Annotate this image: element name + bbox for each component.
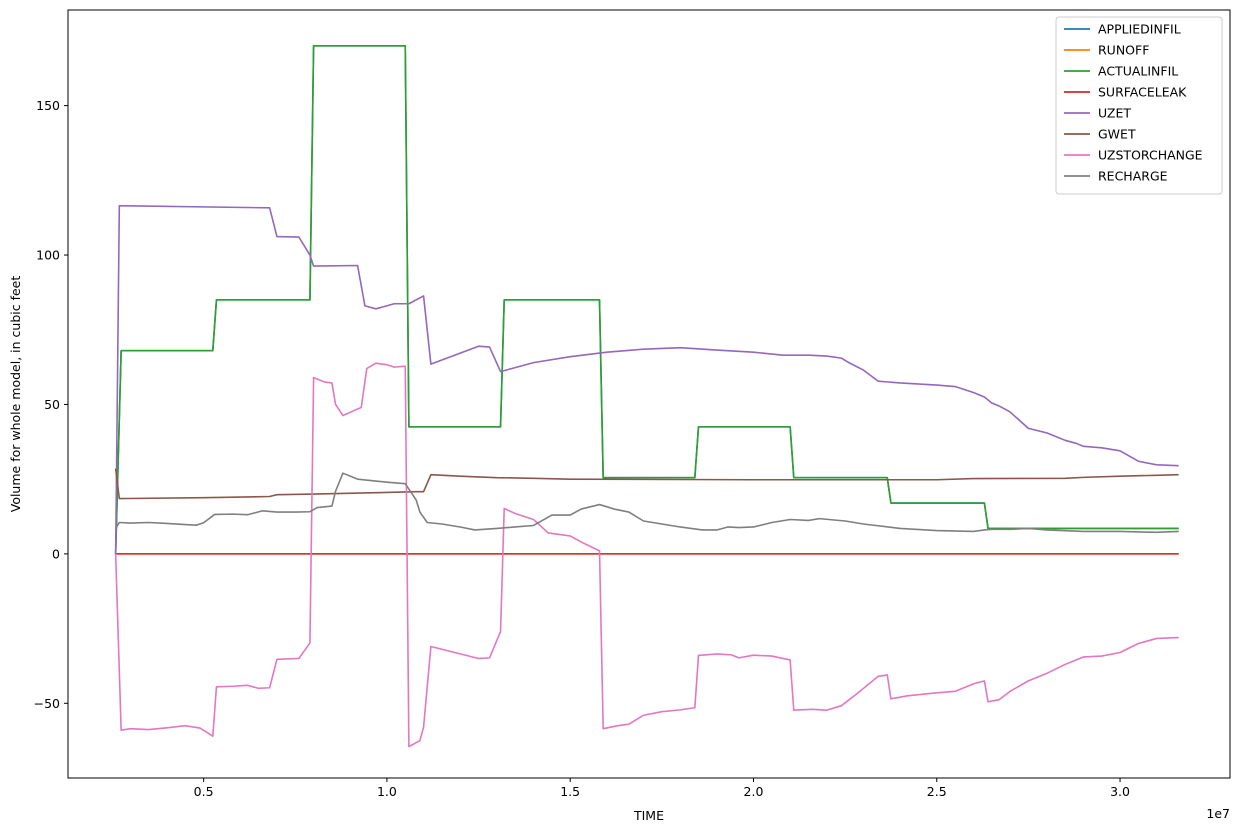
legend-label-recharge: RECHARGE	[1098, 169, 1168, 184]
series-line-actualinfil	[114, 45, 1179, 554]
legend-label-actualinfil: ACTUALINFIL	[1098, 64, 1178, 79]
y-axis-label: Volume for whole model, in cubic feet	[8, 276, 23, 513]
series-line-uzstorchange	[114, 362, 1179, 748]
legend: APPLIEDINFIL RUNOFF ACTUALINFIL SURFACELEAK…	[1055, 16, 1223, 195]
y-tick-label: 150	[36, 98, 60, 113]
x-axis-offset-label: 1e7	[1206, 806, 1230, 821]
y-tick-label: −50	[34, 696, 60, 711]
legend-label-appliedinfil: APPLIEDINFIL	[1098, 22, 1181, 37]
series-line-recharge	[114, 472, 1179, 534]
y-tick-label: 50	[44, 397, 60, 412]
x-tick-label: 2.5	[927, 784, 947, 799]
y-tick-label: 0	[52, 546, 60, 561]
legend-label-uzet: UZET	[1098, 106, 1131, 121]
x-tick-label: 1.0	[377, 784, 397, 799]
x-tick-label: 2.0	[744, 784, 764, 799]
series-layer	[114, 45, 1179, 748]
plot-frame	[67, 9, 1231, 779]
x-tick-label: 3.0	[1110, 784, 1130, 799]
x-axis: 0.5 1.0 1.5 2.0 2.5 3.0	[194, 778, 1130, 799]
x-axis-label: TIME	[633, 808, 664, 823]
legend-label-runoff: RUNOFF	[1098, 43, 1149, 58]
legend-label-uzstorchange: UZSTORCHANGE	[1098, 148, 1203, 163]
series-line-gwet	[114, 468, 1179, 500]
y-axis: −50 0 50 100 150	[34, 98, 68, 711]
y-tick-label: 100	[36, 248, 60, 263]
x-tick-label: 0.5	[194, 784, 214, 799]
legend-box	[1055, 16, 1223, 195]
legend-label-gwet: GWET	[1098, 127, 1136, 142]
legend-label-surfaceleak: SURFACELEAK	[1098, 85, 1187, 100]
x-tick-label: 1.5	[560, 784, 580, 799]
series-line-uzet	[114, 204, 1179, 554]
